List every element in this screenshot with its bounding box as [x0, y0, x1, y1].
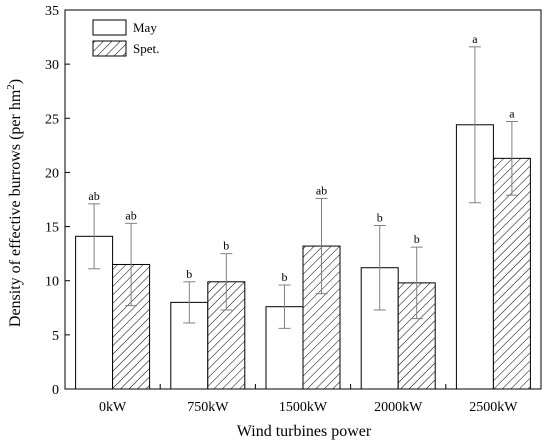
plot-area: ab b b b a ab b ab b a 0 5 10 15 20 25 30 35 0kW 750kW 1500k…: [45, 4, 542, 415]
plot-frame: [64, 9, 542, 390]
significance-label-may-750kW: b: [186, 267, 192, 281]
y-axis-title: Density of effective burrows (per hm2): [5, 79, 24, 327]
y-tick-label: 20: [45, 166, 59, 181]
x-tick-label: 1500kW: [279, 400, 328, 415]
legend-swatch-may: [92, 19, 127, 36]
x-tick-label: 750kW: [187, 400, 229, 415]
y-tick-label: 15: [45, 221, 59, 236]
significance-label-may-2000kW: b: [377, 210, 383, 224]
y-tick-label: 35: [45, 4, 59, 19]
y-tick-label: 30: [45, 58, 59, 73]
significance-label-may-0kW: ab: [88, 189, 99, 203]
significance-label-spet-750kW: b: [223, 239, 229, 253]
x-tick-label: 2500kW: [469, 400, 518, 415]
y-tick-label: 5: [52, 329, 59, 344]
significance-label-spet-0kW: ab: [125, 208, 136, 222]
y-tick-label: 10: [45, 275, 59, 290]
significance-label-may-2500kW: a: [472, 32, 478, 46]
legend-swatch-spet: [92, 40, 127, 57]
x-tick-label: 2000kW: [374, 400, 423, 415]
legend-label-spet: Spet.: [133, 41, 159, 56]
significance-label-spet-2500kW: a: [509, 107, 515, 121]
significance-label-may-1500kW: b: [282, 270, 288, 284]
significance-label-spet-1500kW: ab: [316, 183, 327, 197]
legend-label-may: May: [133, 20, 157, 35]
y-tick-label: 0: [52, 383, 59, 398]
x-tick-label: 0kW: [99, 400, 127, 415]
legend: May Spet.: [92, 19, 159, 57]
significance-label-spet-2000kW: b: [414, 232, 420, 246]
x-axis-title: Wind turbines power: [237, 423, 372, 440]
y-tick-label: 25: [45, 112, 59, 127]
